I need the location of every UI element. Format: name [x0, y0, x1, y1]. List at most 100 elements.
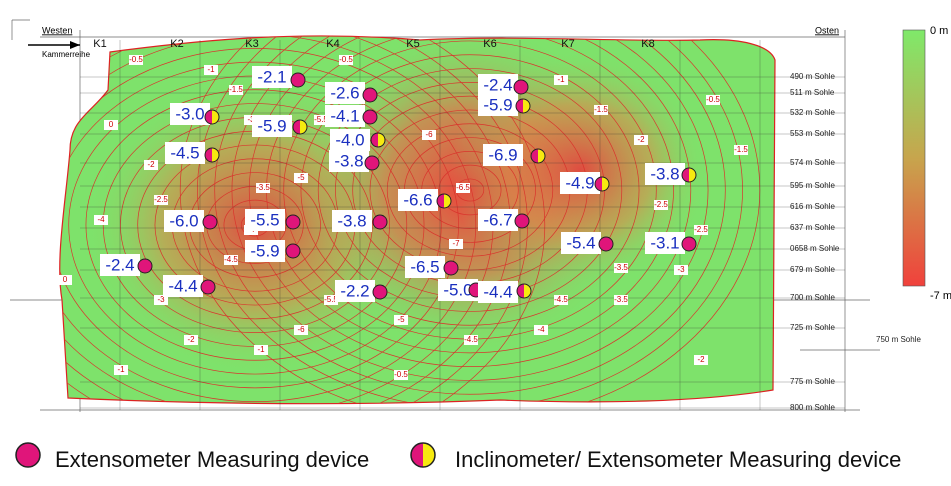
value-label-bg: [645, 163, 685, 185]
contour-label: -5: [397, 315, 405, 324]
contour-label: -5.5: [324, 295, 338, 304]
level-label: 679 m Sohle: [790, 265, 835, 274]
device-value: -4.4: [168, 276, 197, 295]
device-value: -3.1: [650, 233, 679, 252]
contour-label: -0.5: [394, 370, 408, 379]
device-value: -5.9: [257, 116, 286, 135]
inclinometer-marker: [204, 109, 220, 125]
level-label: 616 m Sohle: [790, 202, 835, 211]
contour-line: [197, 35, 743, 404]
device-value: -2.6: [330, 83, 359, 102]
inclinometer-marker: [515, 98, 531, 114]
device-value: -5.9: [483, 95, 512, 114]
contour-label-bg: [314, 115, 328, 125]
level-label: 700 m Sohle: [790, 293, 835, 302]
contour-label: -1.5: [594, 105, 608, 114]
value-label-bg: [164, 210, 204, 232]
contour-label-bg: [464, 335, 478, 345]
level-label: 532 m Sohle: [790, 108, 835, 117]
level-label: 637 m Sohle: [790, 223, 835, 232]
contour-label: -2.5: [154, 195, 168, 204]
device-value: -4.9: [565, 173, 594, 192]
level-label: 725 m Sohle: [790, 323, 835, 332]
inclinometer-marker: [436, 193, 452, 209]
scale-bar: [902, 29, 926, 287]
contour-line: [59, 35, 546, 404]
level-label: 490 m Sohle: [790, 72, 835, 81]
contour-label-bg: [534, 325, 548, 335]
contour-line: [214, 35, 726, 395]
inclinometer-right: [300, 120, 307, 134]
inclinometer-left: [437, 194, 444, 208]
inclinometer-left: [517, 284, 524, 298]
extensometer-marker: [364, 155, 380, 171]
extensometer-marker: [202, 214, 218, 230]
value-label-bg: [245, 240, 285, 262]
contour-label-bg: [614, 263, 628, 273]
contour-line: [59, 61, 459, 389]
value-label-bg: [478, 209, 518, 231]
legend-extensometer: Extensometer Measuring device: [55, 447, 369, 472]
contour-label-bg: [129, 55, 143, 65]
contour-label: -3: [157, 295, 165, 304]
device-value: -3.8: [650, 164, 679, 183]
value-label-bg: [398, 189, 438, 211]
contour-label: -7: [452, 239, 460, 248]
value-label-bg: [170, 103, 210, 125]
contour-label: -3.5: [614, 263, 628, 272]
inclinometer-left: [371, 133, 378, 147]
legend-inclinometer-icon: [410, 442, 436, 468]
scale-top: 0 m: [930, 25, 948, 37]
inclinometer-marker: [516, 283, 532, 299]
contour-label-bg: [58, 275, 72, 285]
contour-label: -6: [425, 130, 433, 139]
contour-label-bg: [294, 325, 308, 335]
contour-label: -1: [117, 365, 125, 374]
legend-extensometer-icon: [15, 442, 41, 468]
inclinometer-right: [378, 133, 385, 147]
value-label-bg: [325, 82, 365, 104]
scale-bottom: -7 m: [930, 290, 951, 302]
contour-label-bg: [654, 200, 668, 210]
contour-label: -3: [247, 115, 255, 124]
inclinometer-left: [516, 99, 523, 113]
value-label-bg: [645, 232, 685, 254]
inclinometer-marker: [204, 147, 220, 163]
contour-label-bg: [104, 120, 118, 130]
contour-label-bg: [694, 225, 708, 235]
inclinometer-left: [682, 168, 689, 182]
contour-label: -4.5: [464, 335, 478, 344]
level-label: 553 m Sohle: [790, 129, 835, 138]
inclinometer-left: [293, 120, 300, 134]
extensometer-marker: [513, 79, 529, 95]
contour-label: -5.5: [314, 115, 328, 124]
extensometer-marker: [200, 279, 216, 295]
device-value: -6.6: [403, 190, 432, 209]
extensometer-marker: [137, 258, 153, 274]
chamber-label: K6: [483, 38, 496, 50]
contour-label-bg: [554, 75, 568, 85]
side-level: 750 m Sohle: [876, 335, 921, 344]
chamber-label: K8: [641, 38, 654, 50]
device-value: -6.5: [410, 257, 439, 276]
value-label-bg: [100, 254, 140, 276]
device-value: -3.8: [337, 211, 366, 230]
device-value: -4.0: [335, 130, 364, 149]
contour-label: -4.5: [224, 255, 238, 264]
contour-line: [59, 48, 477, 402]
contour-label-bg: [324, 295, 338, 305]
value-label-bg: [325, 105, 365, 127]
inclinometer-marker: [594, 176, 610, 192]
value-label-bg: [252, 66, 292, 88]
level-label: 511 m Sohle: [790, 88, 835, 97]
contour-label-bg: [256, 183, 270, 193]
contour-label-bg: [674, 265, 688, 275]
legend-inclinometer: Inclinometer/ Extensometer Measuring dev…: [455, 447, 901, 472]
value-label-bg: [165, 142, 205, 164]
contour-label-bg: [204, 65, 218, 75]
east-label: Osten: [815, 25, 839, 35]
chamber-label: K5: [406, 38, 419, 50]
value-label-bg: [332, 210, 372, 232]
contour-label: -1: [557, 75, 565, 84]
